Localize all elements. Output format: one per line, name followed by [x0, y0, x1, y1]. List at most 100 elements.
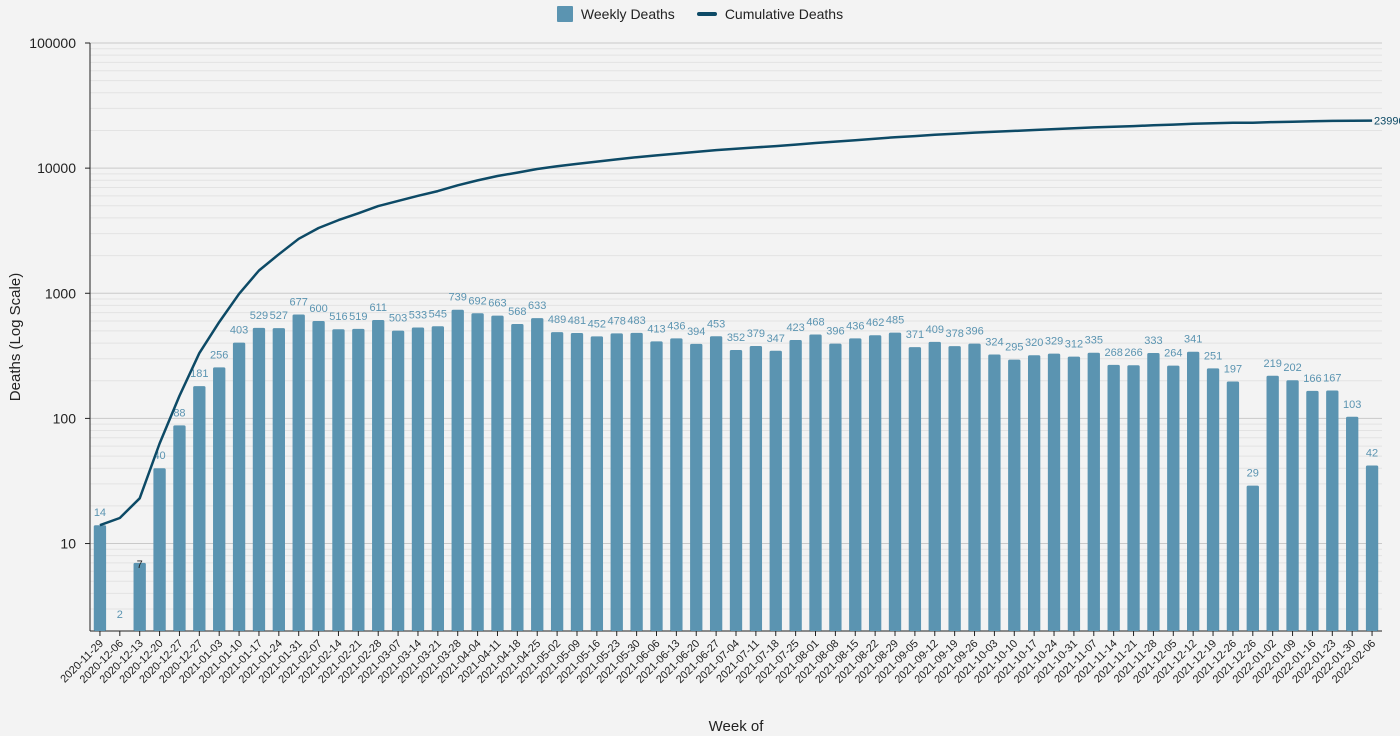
bar-value-label: 312 [1065, 339, 1083, 351]
bar [988, 354, 1001, 631]
bar-value-label: 324 [985, 337, 1003, 349]
bar [1008, 359, 1021, 631]
bar [908, 347, 922, 631]
bar-value-label: 478 [608, 315, 626, 327]
bar [888, 332, 902, 631]
bar-value-label: 347 [767, 333, 785, 345]
bar [272, 328, 285, 631]
cumulative-end-label: 23990 [1374, 116, 1400, 128]
bar [372, 320, 385, 631]
bar-value-label: 103 [1343, 399, 1361, 411]
bar [332, 329, 345, 631]
bar-value-label: 266 [1124, 347, 1142, 359]
bar [312, 321, 325, 631]
bar-value-label: 533 [409, 309, 427, 321]
bar-value-label: 378 [945, 328, 963, 340]
cumulative-deaths-swatch [696, 12, 717, 16]
bar-value-label: 483 [627, 315, 645, 327]
bar [1107, 364, 1120, 631]
y-tick-label: 10000 [37, 160, 76, 176]
bar [1147, 353, 1160, 631]
bar-value-label: 519 [349, 311, 367, 323]
bar [431, 326, 445, 631]
bar-value-label: 320 [1025, 337, 1043, 349]
bar-value-label: 436 [667, 320, 685, 332]
bar-value-label: 485 [886, 315, 904, 327]
bar-value-label: 341 [1184, 334, 1202, 346]
bar-value-label: 42 [1366, 448, 1378, 460]
bar [749, 345, 763, 631]
bar [570, 333, 584, 631]
y-axis-title: Deaths (Log Scale) [7, 273, 24, 401]
bar-value-label: 633 [528, 300, 546, 312]
bar-value-label: 468 [806, 317, 824, 329]
bar [1127, 365, 1140, 631]
legend-label-weekly-deaths: Weekly Deaths [580, 6, 675, 22]
bar [292, 314, 305, 631]
legend-item-cumulative-deaths[interactable]: Cumulative Deaths [696, 6, 844, 22]
bar-value-label: 29 [1247, 468, 1259, 480]
bar [868, 335, 882, 631]
bar [1087, 352, 1100, 631]
bar [1067, 356, 1081, 631]
bar-value-label: 423 [786, 322, 804, 334]
bar [531, 318, 544, 631]
bar [1206, 368, 1220, 631]
bar [709, 336, 723, 631]
bar [1365, 465, 1379, 631]
bar [650, 341, 663, 631]
bar-value-label: 379 [747, 328, 765, 340]
legend-label-cumulative-deaths: Cumulative Deaths [724, 6, 844, 22]
bar-value-label: 739 [449, 292, 467, 304]
bar [1306, 390, 1319, 631]
bar [471, 313, 484, 631]
bar-value-label: 453 [707, 318, 725, 330]
bar-value-label: 219 [1263, 358, 1281, 370]
bar [789, 340, 802, 631]
bar-value-label: 692 [468, 295, 486, 307]
weekly-deaths-swatch [556, 6, 573, 22]
bar [690, 343, 703, 631]
bar-value-label: 329 [1045, 336, 1063, 348]
bar-value-label: 251 [1204, 350, 1222, 362]
bar-value-label: 677 [290, 296, 308, 308]
bar [1266, 375, 1279, 631]
bar [451, 309, 464, 631]
bar [173, 425, 186, 631]
bar [133, 562, 146, 631]
bar [590, 336, 604, 631]
bar [968, 343, 981, 631]
bar-value-label: 166 [1303, 373, 1321, 385]
bar [630, 332, 643, 631]
bar-value-label: 181 [190, 368, 208, 380]
bar [1047, 353, 1061, 631]
bar-value-label: 403 [230, 325, 248, 337]
bar-value-label: 295 [1005, 342, 1023, 354]
bar-value-label: 516 [329, 311, 347, 323]
bar [352, 328, 365, 631]
y-tick-label: 100000 [29, 35, 76, 51]
bar [849, 338, 862, 631]
bar-value-label: 167 [1323, 373, 1341, 385]
bar-value-label: 264 [1164, 348, 1182, 360]
y-tick-label: 1000 [45, 285, 76, 301]
bar-value-label: 545 [429, 308, 447, 320]
bar [1346, 416, 1359, 631]
bar [948, 346, 961, 631]
y-tick-label: 10 [60, 536, 76, 552]
bar-value-label: 333 [1144, 335, 1162, 347]
bar [153, 468, 166, 631]
bar-value-label: 489 [548, 314, 566, 326]
bar-value-label: 396 [826, 326, 844, 338]
bar-value-label: 371 [906, 329, 924, 341]
legend-item-weekly-deaths[interactable]: Weekly Deaths [556, 6, 675, 22]
bar-value-label: 600 [309, 303, 327, 315]
bar-value-label: 413 [647, 323, 665, 335]
bar-value-label: 529 [250, 310, 268, 322]
bar [491, 315, 504, 631]
bar-value-label: 527 [270, 310, 288, 322]
bar [1027, 355, 1041, 631]
bar [193, 386, 206, 631]
